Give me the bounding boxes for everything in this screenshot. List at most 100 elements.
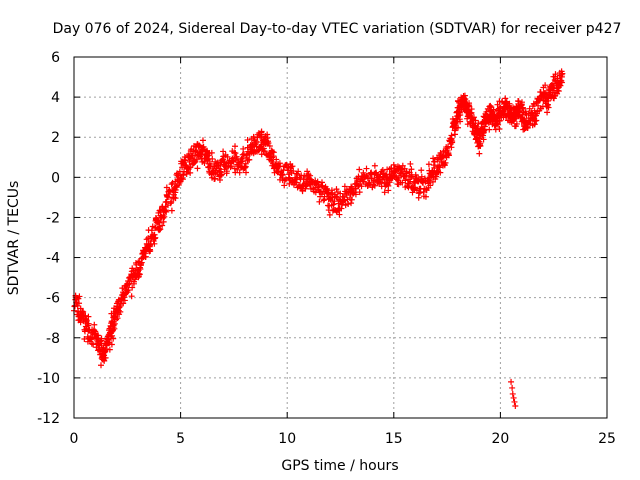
data-point [289, 163, 296, 170]
data-point [320, 197, 327, 204]
y-tick-label: -4 [46, 251, 60, 267]
data-point [480, 136, 487, 143]
data-point [85, 313, 92, 320]
data-point [399, 168, 406, 175]
data-point [119, 285, 126, 292]
data-point [518, 99, 525, 106]
data-point [85, 320, 92, 327]
data-point [179, 164, 186, 171]
grid-lines [74, 57, 607, 418]
data-point [105, 340, 112, 347]
data-point [418, 167, 425, 174]
data-point [242, 160, 249, 167]
data-point [348, 183, 355, 190]
data-point [130, 280, 137, 287]
y-tick-label: 0 [51, 170, 60, 186]
data-point [494, 101, 501, 108]
data-point [252, 139, 259, 146]
x-tick-label: 0 [70, 431, 79, 447]
data-point [326, 211, 333, 218]
data-point [407, 160, 414, 167]
data-point [331, 198, 338, 205]
data-point [187, 164, 194, 171]
data-point [457, 118, 464, 125]
data-point [223, 170, 230, 177]
data-point [442, 159, 449, 166]
data-point [399, 162, 406, 169]
data-point [246, 156, 253, 163]
data-point [399, 179, 406, 186]
data-point [418, 173, 425, 180]
data-point [354, 177, 361, 184]
y-tick-label: 6 [51, 50, 60, 66]
data-point [194, 165, 201, 172]
data-point [448, 132, 455, 139]
data-point [76, 293, 83, 300]
data-point [211, 176, 218, 183]
data-point [168, 207, 175, 214]
data-point [138, 260, 145, 267]
data-point [281, 182, 288, 189]
data-point [109, 332, 116, 339]
data-point [273, 156, 280, 163]
y-tick-label: -6 [46, 291, 60, 307]
data-point [114, 315, 121, 322]
data-point [314, 178, 321, 185]
data-point [108, 341, 115, 348]
data-point [513, 120, 520, 127]
data-point [102, 354, 109, 361]
x-tick-labels: 0 5 10 15 20 25 [70, 431, 616, 447]
data-point [425, 161, 432, 168]
data-point [91, 321, 98, 328]
data-point [462, 95, 469, 102]
data-point [168, 198, 175, 205]
data-point [558, 79, 565, 86]
data-point [358, 183, 365, 190]
data-point [98, 362, 104, 369]
data-point [76, 300, 83, 307]
data-point [236, 169, 243, 176]
data-point [510, 394, 517, 401]
data-point [515, 98, 522, 105]
data-point [445, 152, 452, 159]
data-point [430, 155, 437, 162]
data-point [480, 129, 487, 136]
data-point [503, 99, 510, 106]
data-point [371, 162, 378, 169]
data-point [448, 144, 455, 151]
data-point [276, 160, 283, 167]
data-point [316, 198, 323, 205]
y-axis-label: SDTVAR / TECUs [6, 181, 22, 296]
data-point [157, 226, 164, 233]
data-point [431, 158, 438, 165]
data-point [360, 169, 367, 176]
data-point [261, 148, 268, 155]
y-tick-label: -2 [46, 210, 60, 226]
data-point [304, 168, 311, 175]
data-point [337, 190, 344, 197]
data-point [108, 318, 115, 325]
data-point [279, 171, 286, 178]
data-point [509, 390, 516, 397]
data-point [106, 346, 113, 353]
data-point [260, 145, 267, 152]
data-point [371, 182, 378, 189]
data-point [224, 153, 231, 160]
x-tick-label: 10 [278, 431, 296, 447]
data-point [363, 165, 370, 172]
data-point [348, 196, 355, 203]
data-point [555, 87, 562, 94]
data-point [193, 156, 200, 163]
data-point [409, 189, 416, 196]
y-tick-label: -8 [46, 331, 60, 347]
data-point [356, 166, 363, 173]
data-point [496, 125, 503, 132]
x-tick-label: 15 [385, 431, 403, 447]
data-point [90, 341, 97, 348]
data-point [348, 200, 355, 207]
data-point [476, 150, 483, 157]
data-point [495, 121, 502, 128]
data-point [228, 163, 235, 170]
data-point [533, 117, 540, 124]
